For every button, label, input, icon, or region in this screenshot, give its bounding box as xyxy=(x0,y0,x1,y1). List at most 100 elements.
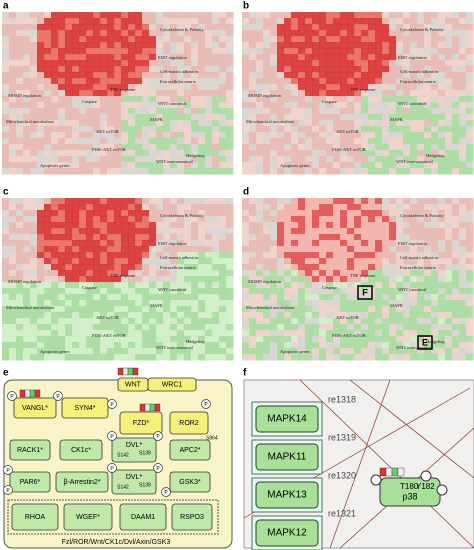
map-cell xyxy=(368,270,376,277)
map-cell xyxy=(277,36,285,43)
map-cell xyxy=(128,168,136,175)
map-cell xyxy=(431,348,439,355)
map-cell xyxy=(100,282,108,289)
map-cell xyxy=(396,312,404,319)
map-cell xyxy=(23,258,31,265)
map-cell xyxy=(375,72,383,79)
map-cell xyxy=(58,216,66,223)
map-cell xyxy=(107,354,115,361)
map-cell xyxy=(347,66,355,73)
map-cell xyxy=(382,240,390,247)
map-cell xyxy=(107,216,115,223)
map-cell xyxy=(149,312,157,319)
map-cell xyxy=(361,258,369,265)
node-label: SYN4* xyxy=(74,405,95,412)
map-cell xyxy=(277,228,285,235)
map-cell xyxy=(156,84,164,91)
map-cell xyxy=(298,24,306,31)
map-cell xyxy=(128,246,136,253)
map-cell xyxy=(79,318,87,325)
map-cell xyxy=(114,282,122,289)
map-cell xyxy=(107,78,115,85)
map-cell xyxy=(86,324,94,331)
map-cell xyxy=(177,348,185,355)
map-cell xyxy=(347,108,355,115)
map-cell xyxy=(438,264,446,271)
map-cell xyxy=(410,102,418,109)
map-cell xyxy=(170,108,178,115)
map-cell xyxy=(198,318,206,325)
map-cell xyxy=(459,240,467,247)
map-cell xyxy=(298,96,306,103)
map-cell xyxy=(347,228,355,235)
map-cell xyxy=(270,204,278,211)
map-cell xyxy=(86,168,94,175)
map-cell xyxy=(198,204,206,211)
map-cell xyxy=(37,294,45,301)
protein-node xyxy=(9,471,51,493)
map-cell xyxy=(177,276,185,283)
map-cell xyxy=(100,108,108,115)
map-cell xyxy=(142,318,150,325)
map-cell xyxy=(249,342,257,349)
map-cell xyxy=(149,204,157,211)
map-cell xyxy=(417,246,425,253)
map-cell xyxy=(242,90,250,97)
map-cell xyxy=(305,246,313,253)
map-cell xyxy=(417,36,425,43)
map-cell xyxy=(44,282,52,289)
map-cell xyxy=(114,216,122,223)
map-cell xyxy=(142,60,150,67)
map-cell xyxy=(23,336,31,343)
map-cell xyxy=(375,90,383,97)
map-cell xyxy=(205,24,213,31)
map-cell xyxy=(226,216,234,223)
map-cell xyxy=(93,240,101,247)
map-cell xyxy=(242,162,250,169)
map-cell xyxy=(312,48,320,55)
map-cell xyxy=(445,162,453,169)
map-cell xyxy=(163,42,171,49)
map-cell xyxy=(93,222,101,229)
map-cell xyxy=(205,312,213,319)
map-cell xyxy=(30,78,38,85)
map-cell xyxy=(340,294,348,301)
map-cell xyxy=(249,12,257,19)
map-cell xyxy=(121,330,129,337)
map-label: PI3K-AKT mTOR xyxy=(92,333,126,338)
map-cell xyxy=(417,270,425,277)
map-cell xyxy=(361,24,369,31)
map-cell xyxy=(417,240,425,247)
map-cell xyxy=(191,294,199,301)
map-cell xyxy=(149,84,157,91)
map-cell xyxy=(184,66,192,73)
map-cell xyxy=(291,258,299,265)
map-cell xyxy=(375,60,383,67)
map-cell xyxy=(340,210,348,217)
map-cell xyxy=(284,162,292,169)
map-cell xyxy=(2,48,10,55)
map-cell xyxy=(100,318,108,325)
map-cell xyxy=(219,108,227,115)
map-cell xyxy=(184,234,192,241)
map-cell xyxy=(410,162,418,169)
map-cell xyxy=(445,126,453,133)
map-cell xyxy=(51,12,59,19)
map-cell xyxy=(305,318,313,325)
map-cell xyxy=(277,132,285,139)
map-cell xyxy=(242,144,250,151)
map-cell xyxy=(368,60,376,67)
map-cell xyxy=(396,108,404,115)
map-cell xyxy=(403,96,411,103)
map-cell xyxy=(298,108,306,115)
map-cell xyxy=(445,336,453,343)
map-cell xyxy=(389,294,397,301)
map-cell xyxy=(445,234,453,241)
map-cell xyxy=(291,138,299,145)
map-cell xyxy=(354,252,362,259)
map-cell xyxy=(170,198,178,205)
map-cell xyxy=(319,228,327,235)
map-cell xyxy=(198,198,206,205)
map-cell xyxy=(305,354,313,361)
map-cell xyxy=(30,240,38,247)
